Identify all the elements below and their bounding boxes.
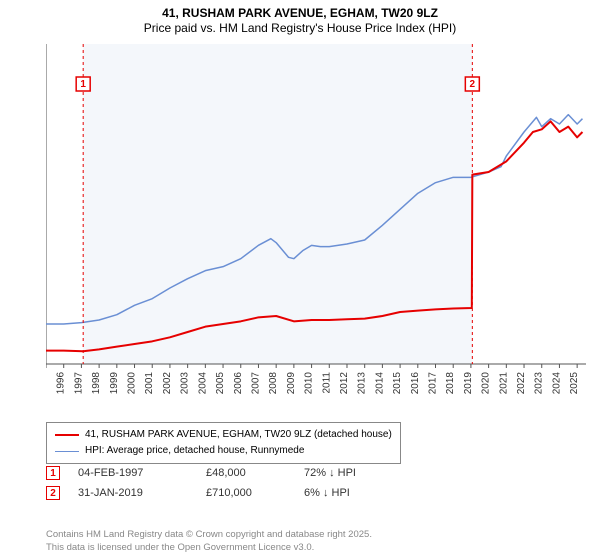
note-date: 31-JAN-2019 [78, 487, 188, 499]
svg-text:2015: 2015 [392, 372, 403, 394]
footer-line-2: This data is licensed under the Open Gov… [46, 542, 372, 554]
svg-text:2010: 2010 [304, 372, 315, 394]
note-diff: 6% ↓ HPI [304, 487, 394, 499]
legend-swatch [55, 434, 79, 436]
svg-text:2005: 2005 [215, 372, 226, 394]
legend-item: HPI: Average price, detached house, Runn… [55, 443, 392, 459]
svg-text:2009: 2009 [286, 372, 297, 394]
note-marker: 1 [46, 466, 60, 480]
svg-text:2014: 2014 [374, 372, 385, 394]
chart-title: 41, RUSHAM PARK AVENUE, EGHAM, TW20 9LZ … [0, 0, 600, 36]
svg-text:2000: 2000 [127, 372, 138, 394]
svg-text:2023: 2023 [534, 372, 545, 394]
svg-text:2020: 2020 [481, 372, 492, 394]
svg-text:2003: 2003 [180, 372, 191, 394]
note-date: 04-FEB-1997 [78, 467, 188, 479]
svg-text:2: 2 [470, 79, 476, 90]
note-marker: 2 [46, 486, 60, 500]
svg-text:2011: 2011 [321, 372, 332, 394]
note-diff: 72% ↓ HPI [304, 467, 394, 479]
title-line-1: 41, RUSHAM PARK AVENUE, EGHAM, TW20 9LZ [0, 6, 600, 21]
legend-label: 41, RUSHAM PARK AVENUE, EGHAM, TW20 9LZ … [85, 427, 392, 443]
note-price: £48,000 [206, 467, 286, 479]
svg-text:2006: 2006 [233, 372, 244, 394]
svg-text:2008: 2008 [268, 372, 279, 394]
sale-notes: 1 04-FEB-1997 £48,000 72% ↓ HPI 2 31-JAN-2019… [46, 466, 394, 506]
svg-text:1997: 1997 [73, 372, 84, 394]
legend-label: HPI: Average price, detached house, Runn… [85, 443, 304, 459]
svg-text:1998: 1998 [91, 372, 102, 394]
svg-text:1999: 1999 [109, 372, 120, 394]
svg-text:2019: 2019 [463, 372, 474, 394]
svg-text:2017: 2017 [428, 372, 439, 394]
note-price: £710,000 [206, 487, 286, 499]
svg-text:2024: 2024 [551, 372, 562, 394]
legend-swatch [55, 451, 79, 452]
sale-note-row: 1 04-FEB-1997 £48,000 72% ↓ HPI [46, 466, 394, 480]
svg-text:2016: 2016 [410, 372, 421, 394]
svg-text:2018: 2018 [445, 372, 456, 394]
legend-item: 41, RUSHAM PARK AVENUE, EGHAM, TW20 9LZ … [55, 427, 392, 443]
svg-text:2001: 2001 [144, 372, 155, 394]
svg-text:2012: 2012 [339, 372, 350, 394]
svg-text:2007: 2007 [250, 372, 261, 394]
svg-text:1995: 1995 [46, 372, 49, 394]
svg-text:2022: 2022 [516, 372, 527, 394]
svg-text:2004: 2004 [197, 372, 208, 394]
sale-note-row: 2 31-JAN-2019 £710,000 6% ↓ HPI [46, 486, 394, 500]
title-line-2: Price paid vs. HM Land Registry's House … [0, 21, 600, 36]
footer-attribution: Contains HM Land Registry data © Crown c… [46, 529, 372, 554]
svg-text:2021: 2021 [498, 372, 509, 394]
legend-box: 41, RUSHAM PARK AVENUE, EGHAM, TW20 9LZ … [46, 422, 401, 464]
svg-text:1996: 1996 [56, 372, 67, 394]
svg-text:2002: 2002 [162, 372, 173, 394]
chart-plot: £0£200K£400K£600K£800K£1M£1.2M1995199619… [46, 44, 586, 394]
svg-text:1: 1 [80, 79, 86, 90]
svg-text:2013: 2013 [357, 372, 368, 394]
svg-text:2025: 2025 [569, 372, 580, 394]
footer-line-1: Contains HM Land Registry data © Crown c… [46, 529, 372, 541]
